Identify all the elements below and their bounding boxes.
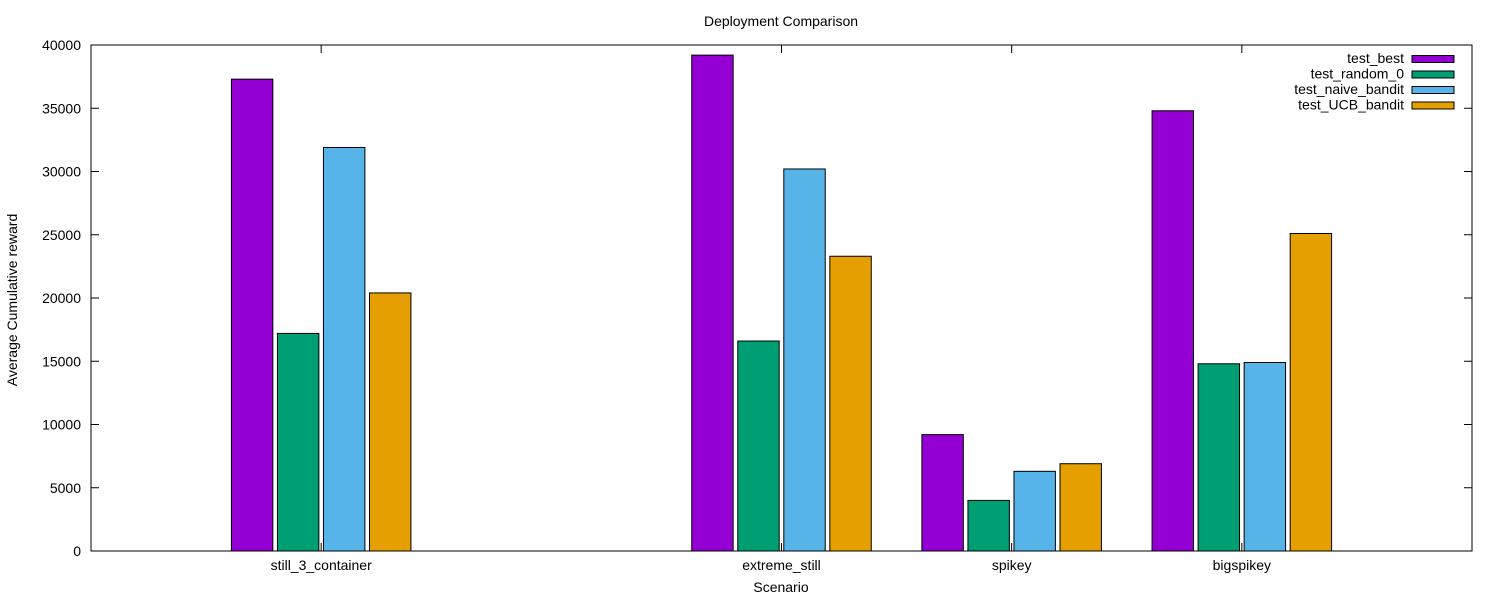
bars-group (230, 54, 1333, 552)
legend: test_besttest_random_0test_naive_banditt… (1294, 50, 1455, 113)
legend-label: test_best (1347, 50, 1404, 66)
bar-test_best-extreme_still (691, 54, 734, 552)
bar-test_best-bigspikey (1151, 110, 1194, 552)
legend-swatch (1411, 86, 1455, 94)
y-tick-label: 40000 (42, 37, 81, 53)
legend-swatch (1411, 101, 1455, 110)
x-axis-label: Scenario (753, 579, 808, 595)
y-tick-label: 20000 (42, 290, 81, 306)
x-tick-label: spikey (992, 557, 1032, 573)
chart-title: Deployment Comparison (704, 13, 858, 29)
legend-swatch (1411, 55, 1455, 63)
x-axis: still_3_container extreme_still spikey bigs… (271, 45, 1271, 573)
bar-test_best-spikey (921, 434, 964, 552)
legend-swatch (1411, 70, 1455, 79)
bar-test_best-still_3_container (230, 78, 274, 552)
bar-test_naive_bandit-bigspikey (1243, 362, 1287, 552)
x-tick-label: still_3_container (271, 557, 373, 573)
bar-test_random_0-still_3_container (276, 332, 320, 552)
legend-label: test_random_0 (1311, 66, 1405, 82)
y-tick-label: 25000 (42, 227, 81, 243)
legend-label: test_UCB_bandit (1298, 97, 1404, 113)
bar-test_random_0-extreme_still (737, 340, 780, 552)
y-tick-label: 30000 (42, 164, 81, 180)
y-tick-label: 10000 (42, 417, 81, 433)
y-tick-label: 35000 (42, 100, 81, 116)
bar-test_naive_bandit-still_3_container (322, 146, 366, 552)
bar-test_random_0-spikey (967, 499, 1010, 552)
bar-test_UCB_bandit-extreme_still (829, 255, 872, 552)
y-tick-label: 0 (73, 543, 81, 559)
y-axis-label: Average Cumulative reward (4, 214, 20, 387)
x-tick-label: bigspikey (1213, 557, 1271, 573)
legend-label: test_naive_bandit (1294, 81, 1404, 97)
bar-test_UCB_bandit-bigspikey (1289, 232, 1333, 552)
y-tick-label: 15000 (42, 353, 81, 369)
bar-test_UCB_bandit-spikey (1059, 463, 1102, 552)
x-tick-label: extreme_still (742, 557, 821, 573)
bar-test_random_0-bigspikey (1197, 363, 1241, 552)
y-tick-label: 5000 (50, 480, 81, 496)
bar-test_naive_bandit-extreme_still (783, 168, 826, 552)
bar-test_naive_bandit-spikey (1013, 470, 1056, 552)
y-axis: 0 5000 10000 15000 20000 25000 30000 35000 40000 (42, 37, 1472, 559)
bar-test_UCB_bandit-still_3_container (369, 292, 412, 552)
